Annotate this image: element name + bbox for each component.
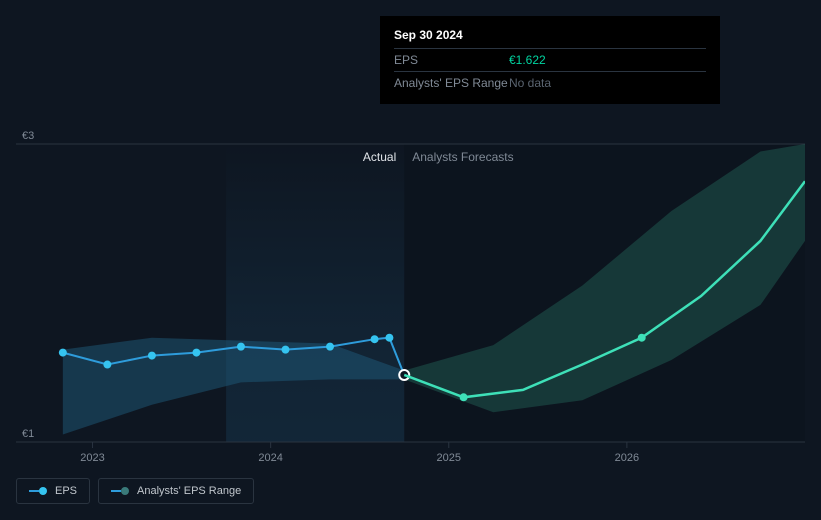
tooltip-row: Analysts' EPS RangeNo data <box>394 71 706 94</box>
x-axis-label: 2025 <box>437 452 461 464</box>
x-axis-label: 2023 <box>80 452 104 464</box>
x-axis-label: 2024 <box>258 452 282 464</box>
legend-item[interactable]: Analysts' EPS Range <box>98 478 254 504</box>
legend-item[interactable]: EPS <box>16 478 90 504</box>
legend-label: Analysts' EPS Range <box>137 485 241 497</box>
y-axis-label: €1 <box>22 428 34 440</box>
section-label: Analysts Forecasts <box>412 150 513 164</box>
chart-tooltip: Sep 30 2024 EPS€1.622Analysts' EPS Range… <box>380 16 720 104</box>
legend-swatch <box>111 487 129 495</box>
legend-label: EPS <box>55 485 77 497</box>
y-axis-label: €3 <box>22 130 34 142</box>
tooltip-row: EPS€1.622 <box>394 48 706 71</box>
legend-swatch <box>29 487 47 495</box>
tooltip-rows: EPS€1.622Analysts' EPS RangeNo data <box>394 48 706 94</box>
tooltip-value: No data <box>509 74 706 92</box>
chart-legend: EPS Analysts' EPS Range <box>16 478 254 504</box>
eps-chart: Sep 30 2024 EPS€1.622Analysts' EPS Range… <box>16 16 805 504</box>
x-axis-label: 2026 <box>615 452 639 464</box>
tooltip-label: EPS <box>394 51 509 69</box>
tooltip-value: €1.622 <box>509 51 706 69</box>
tooltip-date: Sep 30 2024 <box>394 26 706 44</box>
tooltip-label: Analysts' EPS Range <box>394 74 509 92</box>
section-label: Actual <box>363 150 396 164</box>
